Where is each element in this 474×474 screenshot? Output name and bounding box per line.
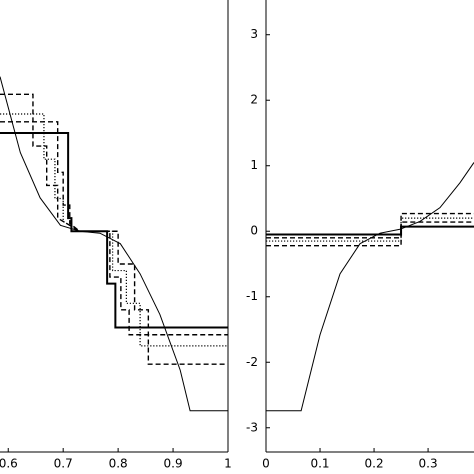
x-tick-label: 0.9: [164, 457, 183, 471]
x-tick-label: 0: [262, 457, 270, 471]
y-tick-label: -1: [246, 289, 258, 303]
series-line: [0, 113, 228, 347]
y-tick-label: 3: [250, 27, 258, 41]
series-line: [0, 76, 228, 412]
series-line: [266, 212, 474, 247]
series-line: [266, 221, 474, 239]
x-tick-label: 0.2: [365, 457, 384, 471]
x-tick-label: 1: [224, 457, 232, 471]
y-tick-label: 0: [250, 224, 258, 238]
series-line: [266, 162, 474, 412]
series-line: [266, 225, 474, 236]
series-line: [0, 121, 228, 336]
x-tick-label: 0.8: [109, 457, 128, 471]
x-tick-label: 0.6: [0, 457, 18, 471]
y-tick-label: -2: [246, 355, 258, 369]
x-tick-label: 0.1: [310, 457, 329, 471]
series-line: [0, 93, 228, 365]
y-tick-label: 1: [250, 158, 258, 172]
series-line: [0, 131, 228, 329]
x-tick-label: 0.3: [419, 457, 438, 471]
y-tick-label: -3: [246, 420, 258, 434]
y-tick-label: 2: [250, 93, 258, 107]
x-tick-label: 0.7: [54, 457, 73, 471]
